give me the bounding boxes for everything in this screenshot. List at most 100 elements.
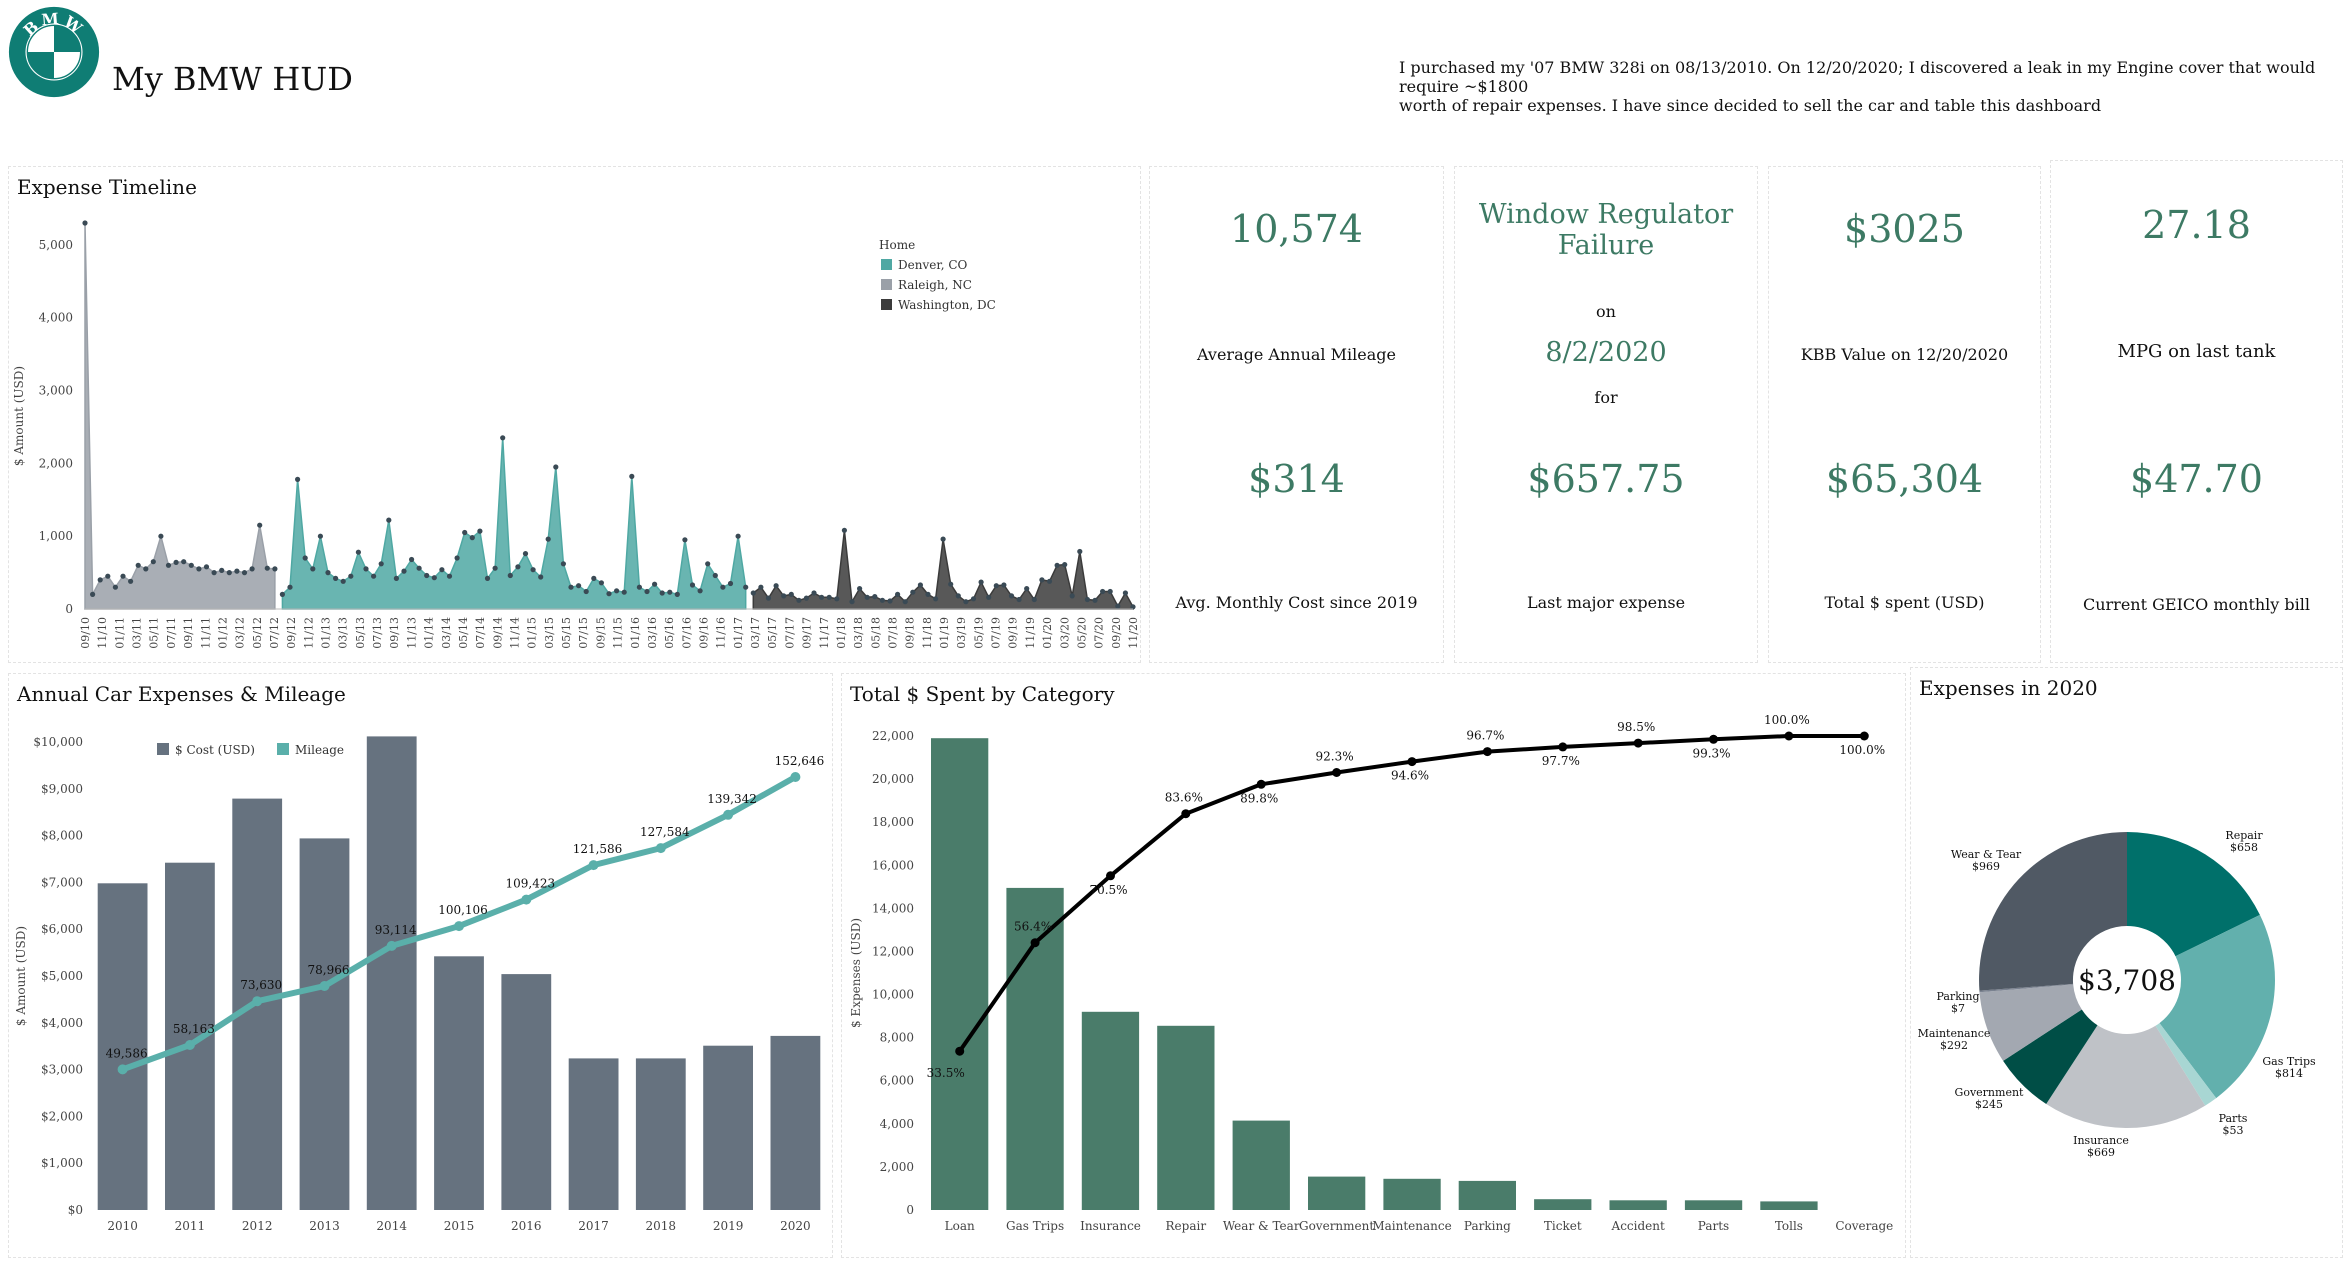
kpi-monthly-cost-value: $314 — [1248, 457, 1345, 501]
timeline-point — [644, 588, 650, 595]
category-bar — [1684, 1200, 1743, 1210]
donut-slice-maintenance — [1979, 984, 2082, 1061]
annual-legend-swatch — [277, 743, 289, 755]
category-title: Total $ Spent by Category — [850, 682, 1115, 706]
timeline-point — [302, 555, 308, 561]
annual-mileage-label: 58,163 — [173, 1022, 215, 1036]
timeline-xtick-label: 05/20 — [1076, 617, 1089, 649]
timeline-point — [857, 586, 863, 592]
timeline-xtick-label: 05/19 — [972, 617, 985, 649]
timeline-point — [910, 589, 916, 595]
timeline-xtick-label: 05/16 — [663, 617, 676, 649]
category-cumulative-point — [1633, 738, 1643, 748]
timeline-xtick-label: 09/11 — [182, 617, 195, 649]
annual-expenses-chart: $0 $1,000 $2,000 $3,000 $4,000 $5,000 $6,000 $7… — [14, 735, 824, 1233]
timeline-xtick-label: 01/13 — [320, 617, 333, 649]
timeline-xtick-label: 03/13 — [337, 617, 350, 649]
timeline-ytick-label: 3,000 — [39, 384, 73, 398]
timeline-point — [1100, 588, 1106, 595]
expense-timeline-chart: 0 1,000 2,000 3,000 4,000 5,000 $ Amount (USD)… — [12, 220, 1140, 649]
kpi-failure-for: for — [1594, 388, 1618, 407]
timeline-point — [348, 573, 354, 579]
category-xtick-label: Loan — [945, 1219, 975, 1233]
category-cumulative-label: 100.0% — [1764, 713, 1810, 727]
timeline-point — [712, 572, 718, 579]
kpi-kbb-value: $3025 — [1844, 207, 1965, 251]
category-ytick-label: 22,000 — [872, 729, 914, 743]
timeline-point — [257, 522, 263, 528]
kpi-failure-title-line2: Failure — [1557, 230, 1655, 261]
timeline-point — [325, 570, 331, 576]
timeline-point — [355, 549, 361, 555]
timeline-xtick-label: 01/18 — [835, 617, 848, 649]
annual-xtick-label: 2012 — [242, 1219, 273, 1233]
annual-mileage-label: 49,586 — [106, 1046, 148, 1060]
donut-slice-name: Gas Trips — [2262, 1055, 2316, 1068]
timeline-point — [522, 551, 529, 557]
timeline-point — [128, 578, 134, 584]
category-xtick-label: Maintenance — [1372, 1219, 1451, 1233]
donut-slice-value: $969 — [1972, 860, 2000, 873]
timeline-point — [986, 594, 992, 600]
timeline-point — [940, 536, 946, 542]
timeline-point — [241, 570, 248, 576]
timeline-point — [879, 597, 886, 603]
timeline-xtick-label: 11/19 — [1024, 617, 1037, 649]
category-xtick-label: Insurance — [1080, 1219, 1141, 1233]
timeline-area-denver-co — [281, 437, 747, 610]
timeline-legend-title: Home — [879, 238, 915, 252]
kpi-failure-date: 8/2/2020 — [1545, 337, 1667, 368]
annual-mileage-label: 78,966 — [308, 963, 350, 977]
timeline-ytick-label: 5,000 — [39, 238, 73, 252]
timeline-point — [82, 220, 88, 226]
timeline-point — [682, 537, 688, 543]
annual-mileage-point — [723, 809, 734, 820]
timeline-point — [583, 588, 589, 595]
timeline-point — [143, 566, 149, 572]
timeline-xtick-label: 07/20 — [1093, 617, 1106, 649]
annual-ytick-label: $4,000 — [41, 1016, 83, 1030]
timeline-point — [970, 596, 977, 602]
donut-slice-value: $53 — [2223, 1124, 2244, 1137]
category-chart: 0 2,000 4,000 6,000 8,000 10,000 12,000 14,000 1… — [849, 713, 1893, 1233]
timeline-point — [697, 588, 703, 594]
annual-mileage-label: 93,114 — [375, 923, 417, 937]
kpi-monthly-cost-label: Avg. Monthly Cost since 2019 — [1175, 593, 1418, 612]
timeline-point — [591, 575, 597, 581]
timeline-point — [165, 562, 172, 568]
timeline-point — [1069, 593, 1075, 599]
timeline-xtick-label: 07/14 — [474, 617, 487, 649]
timeline-xtick-label: 09/10 — [79, 617, 92, 649]
timeline-point — [1092, 597, 1098, 603]
timeline-point — [1046, 578, 1053, 584]
donut-slice-parking — [1979, 983, 2074, 993]
annual-expenses-panel: Annual Car Expenses & Mileage $0 $1,000 $2… — [8, 673, 833, 1258]
timeline-point — [765, 595, 772, 601]
timeline-point — [917, 582, 924, 588]
timeline-point — [636, 584, 643, 590]
timeline-point — [621, 589, 627, 595]
timeline-xtick-label: 11/18 — [921, 617, 934, 649]
category-ytick-label: 4,000 — [880, 1117, 914, 1131]
category-bar — [1232, 1120, 1290, 1210]
annual-mileage-point — [319, 981, 330, 991]
category-xtick-label: Parts — [1698, 1219, 1729, 1233]
purchase-note-line2: worth of repair expenses. I have since d… — [1399, 96, 2102, 115]
timeline-point — [659, 590, 665, 596]
category-ytick-label: 6,000 — [880, 1074, 914, 1088]
timeline-legend-swatch — [881, 279, 892, 290]
timeline-point — [1084, 596, 1090, 603]
timeline-point — [203, 564, 210, 570]
category-cumulative-label: 97.7% — [1542, 754, 1580, 768]
timeline-point — [409, 556, 415, 563]
category-ytick-label: 18,000 — [872, 815, 914, 829]
category-ytick-label: 20,000 — [872, 772, 914, 786]
timeline-point — [902, 599, 908, 605]
timeline-point — [188, 562, 194, 568]
timeline-point — [226, 570, 232, 576]
annual-xtick-label: 2011 — [175, 1219, 206, 1233]
donut-center-total: $3,708 — [2078, 964, 2176, 997]
timeline-point — [196, 566, 202, 572]
timeline-point — [1024, 586, 1030, 592]
timeline-point — [667, 589, 673, 595]
